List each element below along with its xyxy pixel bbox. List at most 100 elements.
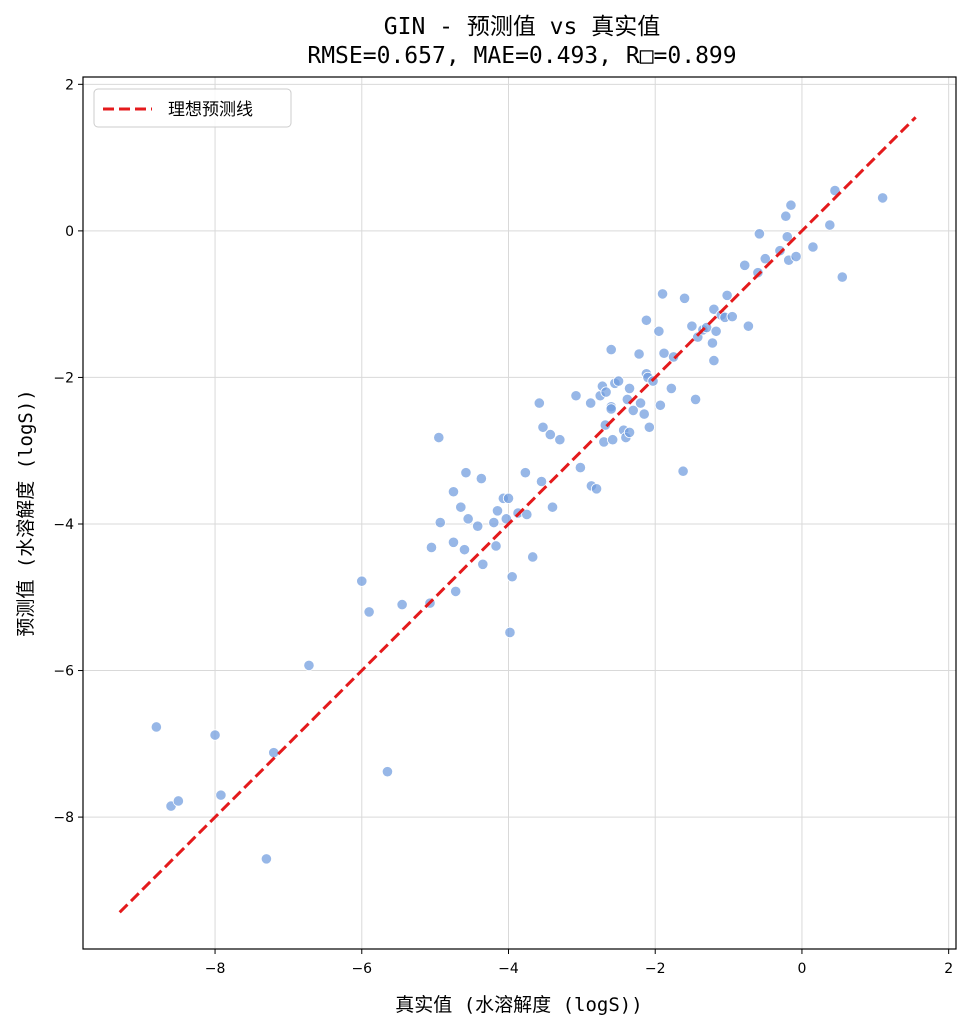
data-point-13 <box>425 541 438 554</box>
data-point-55 <box>605 403 617 415</box>
data-point-87 <box>706 337 719 349</box>
data-point-56 <box>605 343 617 356</box>
data-point-15 <box>434 516 446 529</box>
data-point-44 <box>570 390 582 402</box>
data-point-67 <box>634 397 647 409</box>
data-point-82 <box>686 320 698 332</box>
data-point-37 <box>527 551 539 563</box>
x-tick-label-4: 0 <box>797 961 806 977</box>
data-point-31 <box>502 492 515 504</box>
data-point-57 <box>607 434 619 446</box>
data-point-64 <box>623 426 636 438</box>
data-point-2 <box>172 795 184 807</box>
data-point-99 <box>759 253 771 265</box>
legend-box <box>93 88 292 128</box>
data-point-105 <box>790 250 802 263</box>
data-point-21 <box>460 467 472 479</box>
data-point-109 <box>836 271 848 283</box>
y-tick-label-4: 0 <box>65 224 74 240</box>
data-point-104 <box>785 199 797 211</box>
data-point-69 <box>640 314 653 326</box>
legend-label: 理想预测线 <box>168 100 253 120</box>
data-point-89 <box>708 354 720 367</box>
data-point-25 <box>477 558 489 570</box>
data-point-41 <box>544 428 556 441</box>
data-point-17 <box>447 536 460 548</box>
data-point-19 <box>455 501 467 513</box>
data-point-22 <box>462 513 474 525</box>
data-point-33 <box>506 571 518 583</box>
chart-title: GIN - 预测值 vs 真实值 <box>384 14 660 40</box>
y-axis-ticks: −8 −6 −4 −2 0 2 <box>53 77 83 826</box>
x-axis-ticks: −8 −6 −4 −2 0 2 <box>205 949 953 977</box>
data-point-59 <box>612 375 625 387</box>
data-point-39 <box>535 475 548 488</box>
data-point-26 <box>488 516 500 529</box>
data-point-14 <box>433 431 445 444</box>
data-point-0 <box>150 721 162 733</box>
data-point-28 <box>491 505 504 517</box>
y-tick-label-5: 2 <box>65 77 74 93</box>
data-point-20 <box>458 544 471 556</box>
data-point-106 <box>807 241 819 253</box>
data-point-7 <box>303 659 315 672</box>
data-point-94 <box>726 311 738 323</box>
data-point-9 <box>363 606 375 618</box>
data-point-65 <box>627 404 639 417</box>
data-point-76 <box>656 288 669 300</box>
data-point-40 <box>537 421 549 433</box>
data-point-48 <box>590 483 603 495</box>
x-tick-label-2: −4 <box>498 961 519 977</box>
data-point-16 <box>447 486 460 498</box>
data-point-46 <box>585 397 597 409</box>
data-point-81 <box>678 292 691 304</box>
y-tick-label-0: −8 <box>53 810 74 826</box>
data-point-32 <box>504 626 516 639</box>
y-tick-label-1: −6 <box>53 664 74 680</box>
data-point-79 <box>667 351 680 363</box>
data-point-35 <box>519 467 531 479</box>
grid <box>83 77 956 949</box>
data-point-90 <box>710 325 722 337</box>
data-point-24 <box>475 472 487 485</box>
ideal-line-layer <box>118 116 917 914</box>
data-point-53 <box>600 386 612 398</box>
data-point-108 <box>829 184 841 197</box>
data-point-68 <box>638 408 650 420</box>
data-point-42 <box>546 501 559 513</box>
y-tick-label-2: −4 <box>53 517 74 533</box>
data-point-101 <box>780 210 792 222</box>
data-point-18 <box>450 585 462 598</box>
data-point-8 <box>356 575 368 587</box>
data-point-78 <box>665 382 677 395</box>
data-point-23 <box>472 520 484 532</box>
ideal-prediction-line <box>118 116 917 914</box>
data-points <box>150 184 889 865</box>
data-point-3 <box>209 729 221 741</box>
data-point-110 <box>877 192 889 204</box>
x-tick-label-3: −2 <box>645 961 666 977</box>
y-tick-label-3: −2 <box>53 370 74 386</box>
data-point-102 <box>781 231 793 243</box>
data-point-93 <box>721 289 733 301</box>
data-point-100 <box>774 245 786 257</box>
data-point-45 <box>574 461 586 474</box>
data-point-77 <box>658 347 670 359</box>
x-tick-label-1: −6 <box>351 961 372 977</box>
data-point-66 <box>633 348 645 360</box>
data-point-52 <box>599 419 611 431</box>
data-point-74 <box>653 325 665 337</box>
data-point-6 <box>268 747 280 759</box>
data-point-43 <box>554 434 566 446</box>
legend: 理想预测线 <box>93 88 292 128</box>
plot-area <box>82 76 957 950</box>
data-point-11 <box>396 598 408 611</box>
data-point-36 <box>521 508 533 521</box>
data-point-97 <box>752 267 764 279</box>
data-point-96 <box>742 320 754 332</box>
data-point-98 <box>753 228 765 240</box>
chart-subtitle: RMSE=0.657, MAE=0.493, R□=0.899 <box>307 43 736 69</box>
data-point-72 <box>643 421 655 433</box>
data-point-30 <box>500 513 512 525</box>
